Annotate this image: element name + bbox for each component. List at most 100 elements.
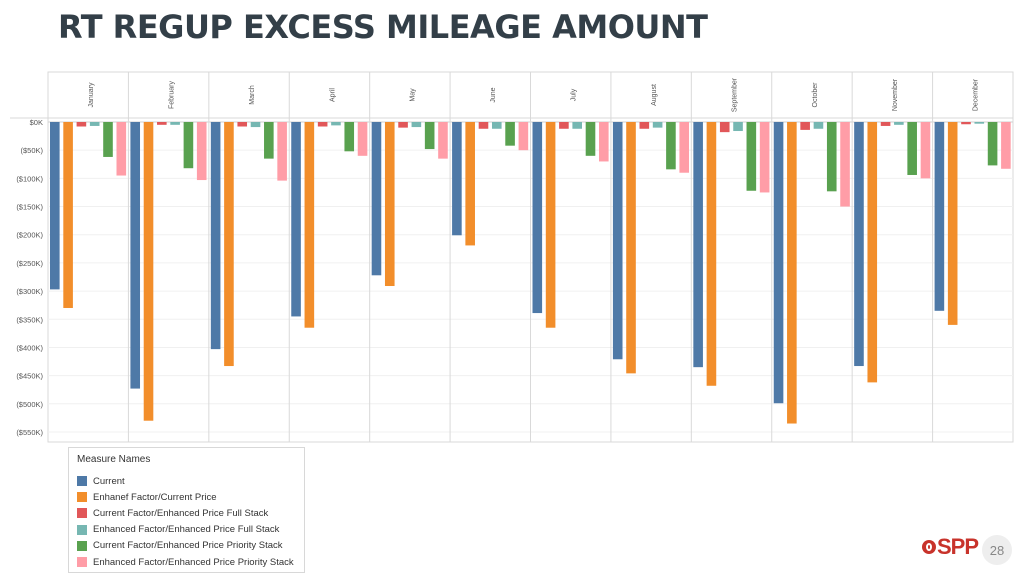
y-tick-label: ($500K) [16, 400, 43, 409]
bar-november-series-5 [907, 122, 917, 175]
y-tick-label: ($50K) [20, 146, 43, 155]
bar-january-series-6 [116, 122, 127, 176]
bar-november-series-4 [894, 122, 904, 125]
bar-january-series-4 [89, 122, 100, 126]
y-tick-label: ($450K) [16, 372, 43, 381]
bar-november-series-2 [867, 122, 878, 383]
bar-september-series-2 [706, 122, 717, 386]
bar-august-series-1 [612, 122, 623, 360]
bar-august-series-3 [639, 122, 650, 129]
bar-september-series-6 [759, 122, 770, 193]
y-tick-label: ($200K) [16, 231, 43, 240]
bar-june-series-6 [518, 122, 529, 151]
bar-december-series-3 [961, 122, 971, 125]
legend-item: Enhanced Factor/Enhanced Price Full Stac… [77, 522, 296, 538]
bar-april-series-1 [291, 122, 301, 317]
y-tick-label: $0K [30, 118, 43, 127]
bar-june-series-1 [452, 122, 462, 236]
y-tick-label: ($150K) [16, 203, 43, 212]
bar-september-series-1 [693, 122, 703, 368]
legend-swatch [77, 557, 87, 568]
legend-item: Current Factor/Enhanced Price Full Stack [77, 505, 296, 521]
bar-may-series-2 [384, 122, 395, 287]
bar-february-series-4 [170, 122, 180, 125]
y-tick-label: ($350K) [16, 315, 43, 324]
bar-june-series-3 [478, 122, 489, 129]
legend-title: Measure Names [77, 454, 151, 465]
bar-february-series-6 [196, 122, 207, 181]
legend-swatch [77, 524, 87, 535]
bar-october-series-1 [773, 122, 784, 404]
month-label: August [651, 84, 658, 106]
bar-january-series-2 [63, 122, 73, 308]
bar-may-series-5 [424, 122, 435, 150]
bar-february-series-5 [183, 122, 194, 169]
bar-july-series-6 [599, 122, 609, 162]
bar-april-series-3 [317, 122, 328, 127]
bar-december-series-5 [987, 122, 998, 166]
bar-may-series-3 [398, 122, 408, 128]
bar-december-series-6 [1001, 122, 1011, 169]
bar-february-series-3 [157, 122, 167, 125]
legend-swatch [77, 540, 87, 551]
y-tick-label: ($300K) [16, 287, 43, 296]
bar-april-series-5 [344, 122, 355, 152]
month-label: September [731, 77, 738, 112]
legend-swatch [77, 476, 87, 487]
bar-august-series-6 [679, 122, 690, 173]
legend-swatch [77, 492, 87, 503]
bar-january-series-3 [76, 122, 87, 127]
legend-swatch [77, 508, 87, 519]
bar-october-series-5 [826, 122, 837, 192]
month-label: July [571, 88, 578, 101]
bar-february-series-2 [143, 122, 154, 421]
bar-october-series-4 [813, 122, 824, 129]
bar-february-series-1 [130, 122, 141, 389]
bar-april-series-6 [357, 122, 368, 156]
month-label: May [410, 88, 417, 102]
legend-label: Current Factor/Enhanced Price Priority S… [93, 540, 283, 552]
bar-december-series-1 [934, 122, 945, 311]
legend-label: Current [93, 475, 125, 487]
spp-logo-icon [922, 540, 936, 554]
month-label: February [168, 80, 175, 109]
bar-june-series-2 [465, 122, 475, 246]
bar-august-series-5 [666, 122, 676, 170]
bar-march-series-3 [237, 122, 248, 127]
bar-july-series-3 [559, 122, 569, 129]
bar-april-series-4 [331, 122, 341, 126]
month-label: October [812, 82, 819, 108]
bar-september-series-4 [733, 122, 743, 132]
bar-october-series-2 [787, 122, 797, 424]
bar-november-series-1 [854, 122, 864, 367]
y-tick-label: ($550K) [16, 428, 43, 437]
bar-november-series-3 [880, 122, 891, 126]
bar-may-series-4 [411, 122, 422, 128]
bar-october-series-6 [840, 122, 850, 207]
bar-september-series-5 [746, 122, 757, 191]
month-label: December [973, 78, 980, 111]
spp-logo: SPP [922, 532, 979, 562]
legend-label: Current Factor/Enhanced Price Full Stack [93, 507, 269, 519]
bar-march-series-2 [224, 122, 234, 367]
legend-item: Enhanef Factor/Current Price [77, 489, 296, 505]
bar-march-series-4 [250, 122, 261, 128]
bar-november-series-6 [920, 122, 931, 179]
legend-list: Current Enhanef Factor/Current Price Curre… [77, 473, 296, 570]
month-label: March [249, 85, 256, 105]
month-label: January [88, 82, 95, 107]
slide-title: RT REGUP EXCESS MILEAGE AMOUNT [58, 8, 708, 46]
bar-july-series-1 [532, 122, 543, 314]
bar-april-series-2 [304, 122, 315, 328]
legend-label: Enhanced Factor/Enhanced Price Priority … [93, 556, 294, 568]
y-tick-label: ($100K) [16, 174, 43, 183]
spp-logo-text: SPP [937, 534, 979, 559]
y-tick-label: ($400K) [16, 343, 43, 352]
bar-june-series-5 [505, 122, 515, 146]
legend-item: Enhanced Factor/Enhanced Price Priority … [77, 554, 296, 570]
month-label: June [490, 87, 497, 102]
bar-may-series-6 [438, 122, 448, 159]
page-number: 28 [982, 535, 1012, 565]
month-label: November [892, 78, 899, 111]
